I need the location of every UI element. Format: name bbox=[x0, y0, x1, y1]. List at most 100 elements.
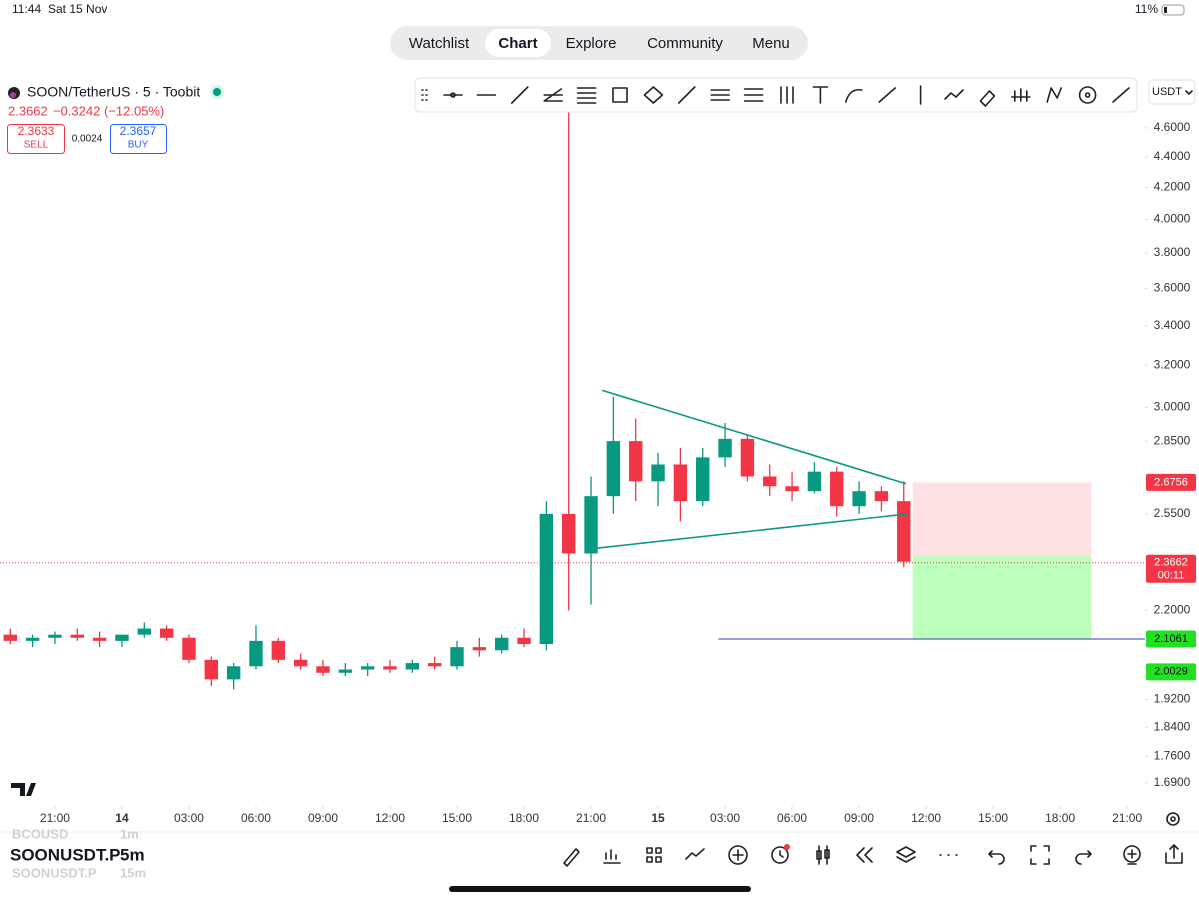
bottom-tool[interactable] bbox=[563, 848, 580, 867]
bottom-tool[interactable] bbox=[771, 846, 789, 864]
x-tick-label: 09:00 bbox=[844, 811, 874, 825]
bottom-symbol[interactable]: SOONUSDT.P bbox=[10, 845, 121, 864]
drawing-tool[interactable] bbox=[1046, 87, 1062, 103]
candle-body bbox=[293, 659, 308, 667]
drawing-tool[interactable] bbox=[543, 88, 563, 102]
y-tick-label: 3.2000 bbox=[1154, 358, 1191, 372]
x-tick-label: 06:00 bbox=[241, 811, 271, 825]
candle-body bbox=[70, 634, 84, 638]
drawing-tool[interactable] bbox=[1011, 88, 1031, 102]
bottom-tool[interactable] bbox=[685, 848, 705, 860]
drawing-tool[interactable] bbox=[612, 87, 628, 103]
price-label-box bbox=[1146, 630, 1196, 648]
drawing-tool[interactable] bbox=[944, 89, 964, 100]
spread: 0.0024 bbox=[72, 134, 103, 145]
bottom-tool[interactable] bbox=[896, 846, 916, 863]
x-tick-label: 14 bbox=[115, 811, 129, 825]
x-tick-label: 18:00 bbox=[509, 811, 539, 825]
buy-button[interactable] bbox=[110, 124, 167, 154]
trendline bbox=[601, 389, 907, 485]
y-tick-label: 3.8000 bbox=[1154, 245, 1191, 259]
drawing-tool[interactable] bbox=[576, 87, 597, 104]
candle-body bbox=[249, 640, 263, 667]
bottom-tool[interactable] bbox=[728, 845, 748, 865]
bottom-tool[interactable] bbox=[1123, 845, 1141, 865]
candle-body bbox=[450, 647, 464, 667]
bottom-tool[interactable] bbox=[646, 847, 662, 863]
ghost-interval: 15m bbox=[120, 865, 146, 880]
nav-tab[interactable]: Community bbox=[647, 35, 723, 52]
market-open-dot bbox=[213, 88, 221, 96]
candle-body bbox=[137, 628, 151, 635]
y-tick-label: 3.0000 bbox=[1154, 400, 1191, 414]
nav-tab[interactable]: Watchlist bbox=[409, 35, 470, 52]
x-tick-label: 03:00 bbox=[174, 811, 204, 825]
bottom-tool[interactable] bbox=[856, 847, 873, 863]
sell-button[interactable] bbox=[7, 124, 65, 154]
candle-body bbox=[562, 513, 576, 554]
drawing-tool[interactable] bbox=[845, 88, 863, 103]
y-tick-label: 4.2000 bbox=[1154, 180, 1191, 194]
price-label-box bbox=[1146, 663, 1196, 681]
x-tick-label: 21:00 bbox=[576, 811, 606, 825]
candle-body bbox=[539, 513, 554, 644]
currency-dropdown[interactable] bbox=[1148, 79, 1196, 105]
drawing-tool[interactable] bbox=[511, 86, 529, 104]
y-tick-label: 3.4000 bbox=[1154, 318, 1191, 332]
drawing-tool[interactable] bbox=[878, 87, 896, 103]
drag-handle bbox=[421, 89, 428, 101]
x-tick-label: 09:00 bbox=[308, 811, 338, 825]
bottom-tool[interactable] bbox=[1165, 844, 1183, 864]
bottom-interval[interactable]: 5m bbox=[120, 845, 145, 864]
candle-body bbox=[807, 471, 822, 492]
drawing-tool[interactable] bbox=[1112, 87, 1130, 103]
drawing-tool[interactable] bbox=[710, 89, 730, 101]
home-indicator bbox=[449, 886, 751, 892]
settings-icon-core bbox=[1170, 816, 1176, 822]
candle-body bbox=[338, 669, 353, 673]
drawing-tool[interactable] bbox=[678, 86, 696, 104]
candle-body bbox=[606, 441, 621, 497]
bottom-tool[interactable] bbox=[988, 850, 1005, 865]
ghost-symbol: SOONUSDT.P bbox=[12, 865, 97, 880]
nav-tab[interactable]: Menu bbox=[752, 35, 790, 52]
candle-body bbox=[48, 634, 62, 638]
candle-body bbox=[360, 666, 375, 670]
status-time: 11:44 bbox=[12, 2, 41, 16]
drawing-tool[interactable] bbox=[743, 88, 764, 102]
drawing-tool[interactable] bbox=[643, 86, 664, 104]
candle-body bbox=[159, 628, 174, 638]
drawing-tool[interactable] bbox=[1078, 86, 1097, 104]
bottom-tool[interactable] bbox=[1075, 850, 1092, 865]
y-tick-label: 1.8400 bbox=[1154, 720, 1191, 734]
symbol-name[interactable]: SOON/TetherUS · 5 · Toobit bbox=[27, 84, 200, 100]
candle-body bbox=[115, 634, 129, 641]
candle-body bbox=[204, 659, 219, 680]
bottom-tool[interactable] bbox=[603, 849, 621, 864]
drawing-tool[interactable] bbox=[979, 90, 996, 107]
x-tick-label: 15:00 bbox=[978, 811, 1008, 825]
bottom-tool[interactable] bbox=[1030, 845, 1050, 865]
nav-tab[interactable]: Explore bbox=[566, 35, 617, 52]
bottom-tools bbox=[563, 844, 1183, 867]
drawing-tool[interactable] bbox=[780, 86, 794, 104]
x-tick-label: 03:00 bbox=[710, 811, 740, 825]
candle-body bbox=[182, 637, 196, 660]
battery-icon bbox=[1161, 4, 1185, 16]
last-price-box bbox=[1146, 554, 1196, 583]
drawing-tool[interactable] bbox=[443, 92, 463, 98]
last-price: 2.3662 bbox=[8, 103, 48, 118]
candle-body bbox=[874, 491, 889, 502]
bottom-tool[interactable] bbox=[816, 845, 830, 865]
candle-body bbox=[763, 476, 777, 487]
x-tick-label: 21:00 bbox=[1112, 811, 1142, 825]
nav-tab[interactable]: Chart bbox=[498, 35, 537, 52]
y-tick-label: 1.7600 bbox=[1154, 749, 1191, 763]
y-tick-label: 3.6000 bbox=[1154, 280, 1191, 294]
candle-body bbox=[897, 501, 911, 562]
drawing-tool[interactable] bbox=[812, 86, 829, 104]
candle-body bbox=[472, 647, 487, 651]
settings-icon[interactable] bbox=[1166, 812, 1180, 826]
price-label-box bbox=[1146, 473, 1196, 491]
